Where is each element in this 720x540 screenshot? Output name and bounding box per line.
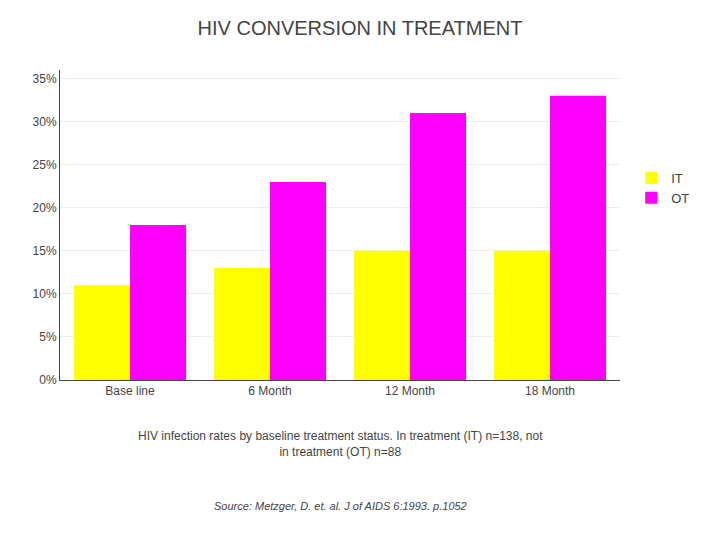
svg-text:0%: 0% <box>39 373 57 387</box>
svg-text:Base line: Base line <box>105 384 155 398</box>
svg-text:Source: Metzger, D. et. al. J: Source: Metzger, D. et. al. J of AIDS 6:… <box>214 500 467 512</box>
svg-text:20%: 20% <box>33 201 57 215</box>
svg-text:35%: 35% <box>33 72 57 86</box>
svg-text:5%: 5% <box>39 330 57 344</box>
svg-text:12 Month: 12 Month <box>385 384 435 398</box>
svg-text:IT: IT <box>671 171 683 186</box>
svg-text:6 Month: 6 Month <box>248 384 291 398</box>
svg-text:30%: 30% <box>33 115 57 129</box>
svg-text:18 Month: 18 Month <box>525 384 575 398</box>
svg-text:25%: 25% <box>33 158 57 172</box>
svg-text:OT: OT <box>671 191 689 206</box>
svg-text:15%: 15% <box>33 244 57 258</box>
svg-text:HIV infection rates by baselin: HIV infection rates by baseline treatmen… <box>138 429 543 459</box>
svg-text:10%: 10% <box>33 287 57 301</box>
svg-text:HIV CONVERSION IN TREATMENT: HIV CONVERSION IN TREATMENT <box>198 17 523 39</box>
